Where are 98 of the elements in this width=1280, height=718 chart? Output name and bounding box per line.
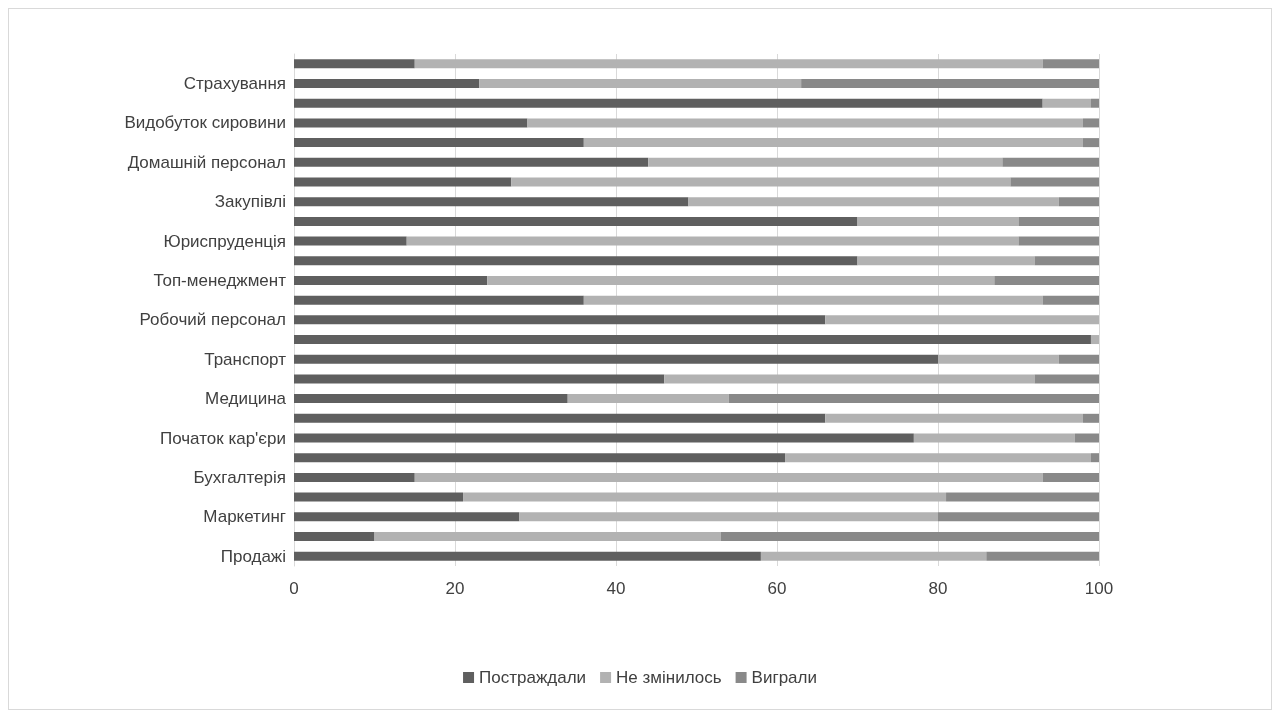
bar [294, 413, 826, 423]
bar [1074, 433, 1099, 443]
bar [648, 157, 1003, 167]
bar [511, 177, 1011, 187]
bar [406, 236, 1019, 246]
bar [294, 433, 914, 443]
bar [294, 295, 584, 305]
legend-label: Не змінилось [616, 668, 722, 687]
bar [583, 138, 1083, 148]
bar [1058, 197, 1099, 207]
bar [294, 394, 568, 404]
bar [728, 394, 1099, 404]
y-tick-label: Медицина [205, 389, 287, 409]
bar [938, 354, 1059, 364]
bar [946, 492, 1099, 502]
x-tick-label: 80 [928, 579, 948, 598]
bar [414, 472, 1043, 482]
bar [1042, 472, 1099, 482]
bar [1018, 216, 1099, 226]
bar [294, 98, 1043, 108]
bar [294, 216, 858, 226]
bar [1010, 177, 1099, 187]
bar [1082, 138, 1099, 148]
bar [938, 512, 1099, 522]
bar [1090, 335, 1099, 345]
bar [1042, 98, 1091, 108]
bar [294, 275, 488, 285]
y-tick-label: Видобуток сировини [124, 113, 286, 133]
bar [825, 413, 1083, 423]
bar [1018, 236, 1099, 246]
y-tick-label: Страхування [183, 74, 286, 94]
bar [760, 551, 987, 561]
legend-label: Постраждали [479, 668, 587, 687]
bar [720, 531, 1099, 541]
bar [1034, 374, 1099, 384]
bar [374, 531, 721, 541]
bar [1058, 354, 1099, 364]
bar [294, 512, 520, 522]
bar [519, 512, 938, 522]
bar [294, 118, 528, 128]
bar [1082, 118, 1099, 128]
y-tick-label: Продажі [220, 546, 286, 566]
x-tick-label: 100 [1084, 579, 1114, 598]
bar [527, 118, 1083, 128]
bar [294, 531, 375, 541]
bar [294, 236, 407, 246]
bar [1042, 295, 1099, 305]
bar [294, 374, 665, 384]
bar [294, 335, 1091, 345]
bar [1082, 413, 1099, 423]
bar [1090, 453, 1099, 463]
y-tick-label: Початок кар'єри [159, 428, 286, 448]
bar [294, 453, 786, 463]
bar [294, 197, 689, 207]
y-tick-label: Юриспруденція [163, 231, 286, 251]
bar [294, 315, 826, 325]
bar [567, 394, 729, 404]
bar [785, 453, 1091, 463]
bar [1090, 98, 1099, 108]
bar [913, 433, 1075, 443]
y-tick-label: Закупівлі [214, 192, 286, 212]
bar [479, 79, 802, 89]
bar [1034, 256, 1099, 266]
bar [294, 472, 415, 482]
bar [294, 551, 761, 561]
bar [1002, 157, 1099, 167]
bar [294, 157, 649, 167]
x-tick-label: 60 [767, 579, 787, 598]
bar [994, 275, 1099, 285]
bar [463, 492, 947, 502]
bar [857, 216, 1019, 226]
y-tick-label: Домашній персонал [127, 152, 286, 172]
bar [294, 138, 584, 148]
bar [294, 354, 938, 364]
x-tick-label: 0 [289, 579, 299, 598]
bar [664, 374, 1035, 384]
y-tick-label: Топ-менеджмент [153, 270, 287, 290]
bar [294, 59, 415, 69]
bar [857, 256, 1035, 266]
legend-label: Виграли [751, 668, 817, 687]
y-tick-label: Транспорт [204, 349, 287, 369]
bar [294, 177, 512, 187]
bar [986, 551, 1099, 561]
bar [825, 315, 1099, 325]
x-tick-label: 40 [606, 579, 626, 598]
y-tick-label: Бухгалтерія [193, 467, 286, 487]
bar [294, 256, 858, 266]
y-tick-label: Робочий персонал [139, 310, 286, 330]
bar [801, 79, 1099, 89]
x-tick-label: 20 [445, 579, 465, 598]
bar [688, 197, 1059, 207]
bar [294, 492, 464, 502]
bar [583, 295, 1043, 305]
bar [414, 59, 1043, 69]
y-tick-label: Маркетинг [203, 507, 286, 527]
bar [294, 79, 480, 89]
bar [1042, 59, 1099, 69]
bar [487, 275, 995, 285]
